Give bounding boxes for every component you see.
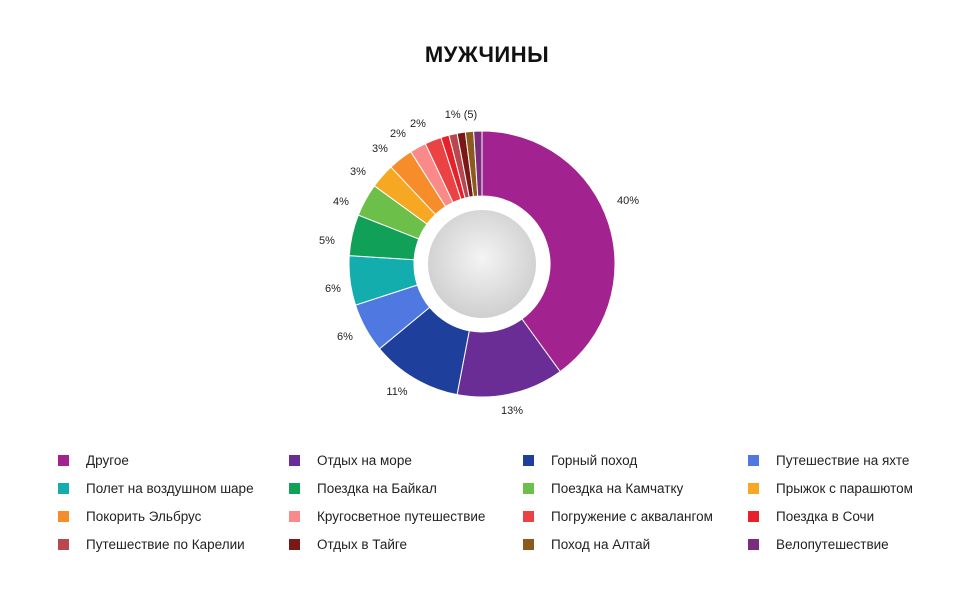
legend-swatch bbox=[748, 482, 759, 494]
slice-label-9: 3% bbox=[372, 143, 388, 155]
legend-item: Покорить Эльбрус bbox=[58, 507, 201, 525]
slice-label-2: 13% bbox=[501, 405, 523, 417]
legend-swatch bbox=[289, 538, 300, 550]
legend-item: Другое bbox=[58, 451, 129, 469]
legend-item: Полет на воздушном шаре bbox=[58, 479, 254, 497]
legend-label: Горный поход bbox=[551, 452, 638, 468]
legend-label: Отдых на море bbox=[317, 452, 412, 468]
legend-label: Полет на воздушном шаре bbox=[86, 480, 254, 496]
legend-swatch bbox=[748, 510, 759, 522]
donut-hole-center bbox=[428, 210, 536, 318]
legend-label: Погружение с аквалангом bbox=[551, 508, 713, 524]
legend-swatch bbox=[523, 510, 534, 522]
legend-swatch bbox=[58, 510, 69, 522]
legend-label: Поездка в Сочи bbox=[776, 508, 875, 524]
slice-label-10: 2% bbox=[390, 128, 406, 140]
legend-item: Отдых в Тайге bbox=[289, 535, 407, 553]
legend-swatch bbox=[523, 538, 534, 550]
legend-item: Кругосветное путешествие bbox=[289, 507, 485, 525]
legend-swatch bbox=[58, 538, 69, 550]
legend-label: Поход на Алтай bbox=[551, 536, 651, 552]
legend-item: Поход на Алтай bbox=[523, 535, 650, 553]
legend-label: Покорить Эльбрус bbox=[86, 508, 202, 524]
legend-label: Прыжок с парашютом bbox=[776, 480, 913, 496]
slice-label-7: 4% bbox=[333, 196, 349, 208]
legend-swatch bbox=[58, 454, 69, 466]
legend-item: Путешествие на яхте bbox=[748, 451, 909, 469]
legend-label: Путешествие на яхте bbox=[776, 452, 910, 468]
slice-label-6: 5% bbox=[319, 235, 335, 247]
legend-swatch bbox=[748, 454, 759, 466]
legend-label: Другое bbox=[86, 452, 129, 468]
legend-item: Поездка на Камчатку bbox=[523, 479, 683, 497]
legend-item: Велопутешествие bbox=[748, 535, 889, 553]
legend-item: Поездка в Сочи bbox=[748, 507, 874, 525]
legend-item: Горный поход bbox=[523, 451, 637, 469]
legend-swatch bbox=[58, 482, 69, 494]
legend-swatch bbox=[748, 538, 759, 550]
slice-label-1: 40% bbox=[617, 195, 639, 207]
donut-slices bbox=[348, 130, 616, 398]
chart-title: МУЖЧИНЫ bbox=[424, 42, 550, 67]
legend-swatch bbox=[289, 482, 300, 494]
legend-label: Поездка на Байкал bbox=[317, 480, 437, 496]
small-slices-label: 1% (5) bbox=[445, 109, 477, 121]
legend-label: Поездка на Камчатку bbox=[551, 480, 684, 496]
legend-label: Кругосветное путешествие bbox=[317, 508, 486, 524]
slice-label-8: 3% bbox=[350, 166, 366, 178]
legend-item: Погружение с аквалангом bbox=[523, 507, 713, 525]
legend-item: Отдых на море bbox=[289, 451, 412, 469]
slice-label-5: 6% bbox=[325, 283, 341, 295]
legend-item: Прыжок с парашютом bbox=[748, 479, 913, 497]
legend-swatch bbox=[289, 510, 300, 522]
slice-labels: 40%13%11%6%6%5%4%3%3%2%2%1% (5) bbox=[319, 109, 639, 417]
legend-label: Отдых в Тайге bbox=[317, 536, 408, 552]
legend-swatch bbox=[523, 482, 534, 494]
legend-item: Поездка на Байкал bbox=[289, 479, 437, 497]
slice-label-3: 11% bbox=[386, 386, 407, 398]
legend-swatch bbox=[523, 454, 534, 466]
legend-swatch bbox=[289, 454, 300, 466]
slice-label-4: 6% bbox=[337, 331, 353, 343]
legend-label: Путешествие по Карелии bbox=[86, 536, 245, 552]
slice-label-11: 2% bbox=[410, 118, 426, 130]
legend-label: Велопутешествие bbox=[776, 536, 889, 552]
legend-item: Путешествие по Карелии bbox=[58, 535, 245, 553]
